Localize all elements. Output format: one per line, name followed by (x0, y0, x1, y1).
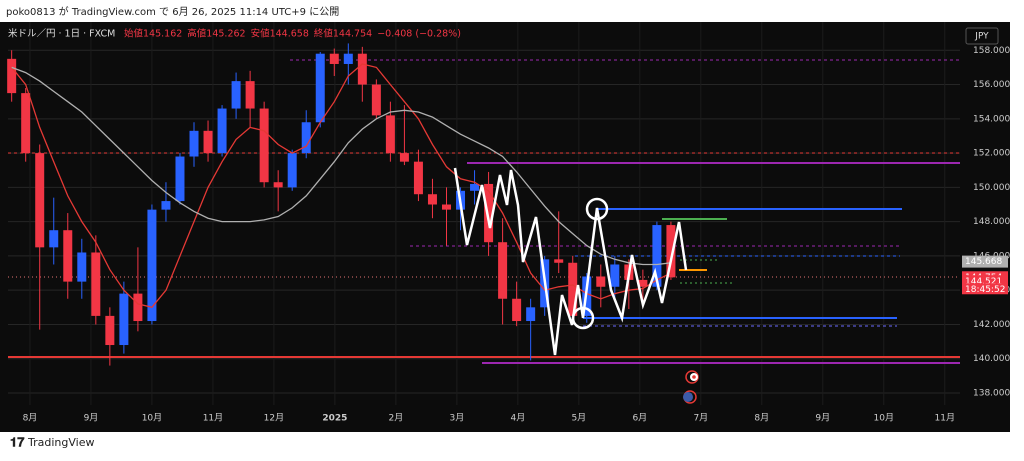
candle-body (21, 93, 31, 154)
x-tick-label: 6月 (632, 413, 647, 424)
y-tick-label: 140.000 (973, 354, 1010, 364)
x-tick-label: 10月 (874, 413, 894, 424)
x-tick-label: 9月 (815, 413, 830, 424)
candle-body (484, 183, 494, 243)
circle-marker (585, 197, 609, 221)
x-tick-label: 2月 (389, 413, 404, 424)
ohlc-item: −0.408 (−0.28%) (377, 29, 461, 40)
candle-body (287, 153, 297, 188)
candle-body (35, 153, 45, 248)
candle-body (91, 252, 101, 316)
x-tick-label: 4月 (510, 413, 525, 424)
y-tick-label: 158.000 (973, 46, 1010, 56)
candle-body (357, 53, 367, 85)
currency: JPY (974, 32, 989, 42)
candle-body (259, 108, 269, 183)
price-label-box (962, 255, 1008, 268)
candle-body (77, 252, 87, 282)
candle-body (526, 307, 536, 322)
y-tick-label: 142.000 (973, 320, 1010, 330)
candle-body (371, 84, 381, 116)
currency-box (965, 27, 999, 45)
candle-body (652, 225, 662, 287)
candle-body (638, 279, 648, 287)
countdown: 18:45:52 (965, 285, 1005, 295)
candle-body (554, 259, 564, 263)
chart-title: 米ドル／円 · 1日 · FXCM (8, 28, 115, 40)
x-tick-label: 10月 (142, 413, 162, 424)
candle-body (315, 53, 325, 123)
ohlc-item: 安値144.658 (251, 28, 309, 40)
price-label: 145.668 (965, 257, 1002, 267)
footer: TradingView (27, 436, 94, 449)
candle-body (301, 122, 311, 154)
candle-body (49, 230, 59, 248)
header: poko0813 が TradingView.com で 6月 26, 2025… (6, 5, 339, 18)
x-tick-label: 7月 (693, 413, 708, 424)
x-tick-label: 3月 (449, 413, 464, 424)
header-bg (0, 0, 1024, 22)
price-axis-bg (960, 22, 1010, 412)
candle-body (512, 298, 522, 322)
candle-body (7, 58, 17, 94)
candle-body (470, 183, 480, 191)
candle-body (568, 262, 578, 316)
x-tick-label: 12月 (264, 413, 284, 424)
ohlc-item: 始値145.162 (124, 28, 182, 40)
candle-body (441, 204, 451, 210)
candle-body (189, 130, 199, 157)
x-tick-label: 9月 (84, 413, 99, 424)
drawings (453, 167, 699, 404)
countdown-box (962, 283, 1008, 295)
candle-body (498, 242, 508, 299)
ohlc-text: 始値145.162 高値145.262 安値144.658 終値144.754 −0.4… (124, 28, 461, 40)
candle-body (596, 276, 606, 287)
candle-body (610, 264, 620, 287)
event-icon (683, 392, 693, 402)
ohlc-item: 終値144.754 (314, 28, 372, 40)
candle-body (147, 209, 157, 322)
candle-body (203, 130, 213, 154)
annotations (8, 59, 962, 364)
candle-body (413, 161, 423, 195)
candle-body (329, 53, 339, 64)
moving-average (11, 66, 671, 266)
candle-body (245, 81, 255, 109)
candle-body (217, 108, 227, 154)
candle-body (105, 315, 115, 346)
candle-body (273, 182, 283, 188)
x-tick-label: 11月 (203, 413, 223, 424)
y-tick-label: 154.000 (973, 114, 1010, 124)
y-tick-label: 138.000 (973, 389, 1010, 399)
candle-body (119, 293, 129, 346)
zigzag (453, 167, 688, 356)
event-icon (692, 375, 696, 379)
candle-body (666, 225, 676, 278)
y-tick-label: 150.000 (973, 183, 1010, 193)
logo-mark: 𝟏𝟕 (10, 436, 25, 451)
candle-body (133, 293, 143, 322)
x-tick-label: 8月 (23, 413, 38, 424)
candle-body (385, 115, 395, 154)
candle-body (175, 156, 185, 202)
y-tick-label: 156.000 (973, 80, 1010, 90)
candle-body (231, 81, 241, 109)
ohlc-item: 高値145.262 (187, 28, 245, 40)
footer-bg (0, 432, 1024, 457)
candle-body (63, 230, 73, 282)
candle-body (161, 201, 171, 210)
y-tick-label: 152.000 (973, 149, 1010, 159)
y-tick-label: 148.000 (973, 217, 1010, 227)
circle-marker (571, 306, 595, 330)
x-tick-label: 8月 (754, 413, 769, 424)
candle-body (399, 153, 409, 162)
candle-body (343, 53, 353, 64)
price-label: 144.521 (965, 277, 1002, 287)
moving-average (11, 63, 672, 309)
candle-body (427, 194, 437, 205)
x-tick-label: 11月 (935, 413, 955, 424)
x-tick-label: 5月 (571, 413, 586, 424)
x-tick-label: 2025 (322, 414, 347, 424)
